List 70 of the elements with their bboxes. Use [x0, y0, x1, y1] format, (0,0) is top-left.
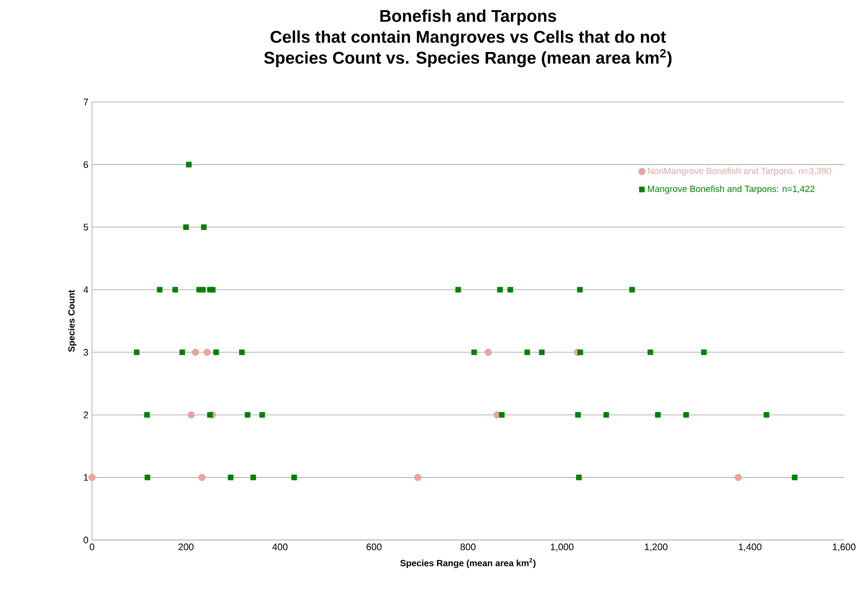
chart-title: Bonefish and Tarpons: [380, 10, 556, 26]
point: [734, 474, 742, 482]
point: [239, 349, 245, 356]
point: [484, 348, 492, 356]
point: [144, 412, 150, 418]
y-tick-label: 2: [84, 412, 88, 418]
point: [683, 412, 689, 418]
point: [497, 286, 503, 293]
point: [250, 474, 256, 480]
legend-label: Mangrove Bonefish and Tarpons: n=1,422: [648, 185, 814, 194]
point: [228, 474, 234, 480]
point: [578, 349, 584, 356]
point: [201, 224, 207, 230]
point: [183, 224, 189, 230]
legend-label: NonMangrove Bonefish and Tarpons: n=3,390: [648, 168, 831, 176]
x-tick-label: 400: [272, 544, 288, 550]
x-tick-label: 1,200: [644, 544, 668, 552]
point: [291, 474, 297, 480]
point: [213, 349, 219, 356]
point: [156, 286, 162, 293]
x-tick-label: 600: [366, 544, 382, 550]
text: Species Count vs. Species Range (mean area km$^{2}$): [264, 49, 672, 68]
x-tick-label: 1,400: [738, 544, 762, 552]
point: [701, 349, 707, 356]
point: [508, 286, 514, 293]
point: [414, 474, 422, 482]
point: [499, 412, 505, 418]
point: [629, 286, 635, 293]
point: [603, 412, 609, 418]
point: [455, 286, 461, 293]
x-tick-label: 0: [90, 544, 94, 550]
y-tick-label: 4: [83, 286, 88, 293]
x-tick-label: 800: [460, 544, 476, 550]
y-tick-label: 1: [84, 474, 88, 481]
point: [198, 474, 206, 482]
point: [575, 412, 581, 418]
point: [655, 412, 661, 418]
x-tick-label: 1,600: [832, 544, 856, 552]
point: [179, 349, 186, 356]
chart-subtitle: Cells that contain Mangroves vs Cells that do not: [270, 30, 666, 46]
point: [244, 412, 250, 418]
point: [259, 412, 265, 418]
point: [144, 474, 150, 480]
point: [186, 162, 192, 168]
point: [207, 412, 213, 418]
point: [188, 411, 195, 418]
point: [539, 349, 545, 356]
point: [764, 412, 770, 418]
x-tick-label: 200: [178, 544, 194, 550]
point: [576, 474, 582, 480]
point: [192, 348, 199, 356]
point: [471, 349, 477, 356]
y-tick-label: 6: [84, 161, 88, 168]
y-tick-label: 7: [84, 98, 88, 106]
point: [172, 286, 178, 293]
y-tick-label: 0: [84, 536, 88, 544]
x-tick-label: 1,000: [550, 544, 574, 552]
point: [88, 474, 96, 482]
point: [792, 474, 798, 480]
point: [648, 349, 654, 356]
point: [134, 349, 140, 356]
point: [577, 286, 583, 293]
point: [524, 349, 530, 356]
point: [204, 348, 211, 356]
point: [210, 286, 216, 293]
y-tick-label: 3: [84, 348, 88, 356]
x-axis-title: Species Range (mean area km$^{2}$): [400, 558, 536, 568]
y-axis-title: Species Count: [68, 290, 76, 352]
y-tick-label: 5: [84, 224, 88, 230]
point: [200, 286, 206, 293]
